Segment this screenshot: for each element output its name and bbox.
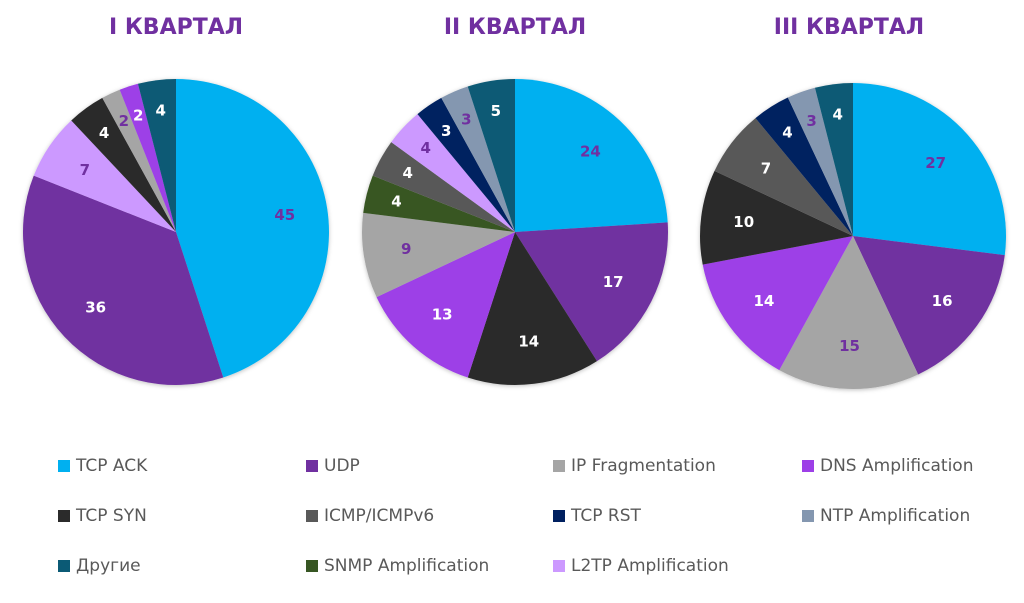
pie-slice-tcp-ack [176,79,330,378]
pie-slice-другие [814,83,853,236]
legend-label: Другие [76,556,141,576]
pie-title-q3: III КВАРТАЛ [773,15,925,40]
legend-label: IP Fragmentation [571,456,716,476]
pie-slice-другие [467,79,515,232]
pie-slice-tcp-ack [515,79,668,232]
pie-slice-l2tp-amplification [33,120,176,232]
data-label-tcp-syn: 14 [518,332,539,350]
pie-slice-udp [22,175,224,385]
legend-item-snmp-amplification[interactable]: SNMP Amplification [306,556,489,576]
pie-slice-другие [137,79,176,232]
legend-label: TCP ACK [76,456,148,476]
pie-slice-dns-amplification [119,83,176,232]
pie-slice-tcp-syn [467,232,597,386]
data-label-другие: 4 [832,106,842,124]
legend-label: UDP [324,456,360,476]
pie-slice-udp [515,222,668,362]
legend-swatch [553,560,565,572]
data-label-udp: 17 [603,273,624,291]
data-label-ip-fragmentation: 9 [401,240,411,258]
data-label-другие: 5 [491,102,501,120]
pie-slice-tcp-ack [853,83,1006,256]
pie-slice-dns-amplification [702,236,853,371]
data-label-snmp-amplification: 4 [391,193,401,211]
data-label-другие: 4 [155,102,165,120]
legend-item-ip-fragmentation[interactable]: IP Fragmentation [553,456,716,476]
legend-swatch [802,460,814,472]
legend-item-tcp-rst[interactable]: TCP RST [553,506,641,526]
legend-item-dns-amplification[interactable]: DNS Amplification [802,456,973,476]
pie-title-q1: I КВАРТАЛ [108,15,244,40]
legend-swatch [306,510,318,522]
legend-label: TCP RST [571,506,641,526]
data-label-ip-fragmentation: 2 [119,112,129,130]
data-label-ntp-amplification: 3 [461,111,471,129]
legend-swatch [306,560,318,572]
data-label-l2tp-amplification: 4 [421,139,431,157]
pie-slice-snmp-amplification [363,175,515,232]
data-label-dns-amplification: 2 [133,107,143,125]
legend-swatch [58,460,70,472]
legend-label: ICMP/ICMPv6 [324,506,435,526]
data-label-udp: 36 [85,298,106,316]
data-label-udp: 16 [932,292,953,310]
legend-item-ntp-amplification[interactable]: NTP Amplification [802,506,970,526]
data-label-icmp-icmpv6: 4 [403,164,413,182]
data-label-tcp-syn: 10 [733,213,754,231]
data-label-tcp-rst: 3 [441,122,451,140]
data-label-ip-fragmentation: 15 [839,337,860,355]
legend-swatch [58,560,70,572]
pie-slice-ip-fragmentation [102,89,176,232]
data-label-tcp-ack: 45 [274,206,295,224]
data-label-l2tp-amplification: 7 [80,161,90,179]
legend-label: SNMP Amplification [324,556,490,576]
legend-label: DNS Amplification [820,456,974,476]
data-label-tcp-ack: 27 [925,154,946,172]
data-label-dns-amplification: 13 [432,306,453,324]
legend-swatch [553,510,565,522]
pie-slice-udp [853,236,1005,375]
pie-slice-tcp-syn [71,97,176,232]
legend-item-tcp-syn[interactable]: TCP SYN [58,506,147,526]
data-label-tcp-syn: 4 [99,124,109,142]
legend-swatch [58,510,70,522]
pie-slice-icmp-icmpv6 [372,142,515,232]
legend-item-tcp-ack[interactable]: TCP ACK [58,456,147,476]
pie-slice-ntp-amplification [787,87,853,236]
pie-slice-ip-fragmentation [362,212,515,298]
pie-slice-tcp-syn [700,170,853,265]
pie-slice-ip-fragmentation [779,236,919,389]
legend-swatch [306,460,318,472]
pie-slice-l2tp-amplification [391,114,515,232]
legend-item-udp[interactable]: UDP [306,456,360,476]
pie-slice-dns-amplification [376,232,515,378]
pie-title-q2: II КВАРТАЛ [443,15,587,40]
legend-swatch [553,460,565,472]
legend-label: L2TP Amplification [571,556,729,576]
data-label-tcp-ack: 24 [580,143,601,161]
pie-slice-tcp-rst [417,97,515,232]
data-label-tcp-rst: 4 [782,124,792,142]
legend-label: TCP SYN [76,506,147,526]
data-label-icmp-icmpv6: 7 [761,159,771,177]
data-label-dns-amplification: 14 [753,292,774,310]
pie-slice-icmp-icmpv6 [714,118,853,236]
legend-item-other[interactable]: Другие [58,556,141,576]
legend-item-l2tp-amplification[interactable]: L2TP Amplification [553,556,729,576]
pie-slice-ntp-amplification [441,86,515,233]
pie-slice-tcp-rst [755,97,853,236]
data-label-ntp-amplification: 3 [806,112,816,130]
legend-item-icmp[interactable]: ICMP/ICMPv6 [306,506,434,526]
legend-swatch [802,510,814,522]
legend-label: NTP Amplification [820,506,971,526]
